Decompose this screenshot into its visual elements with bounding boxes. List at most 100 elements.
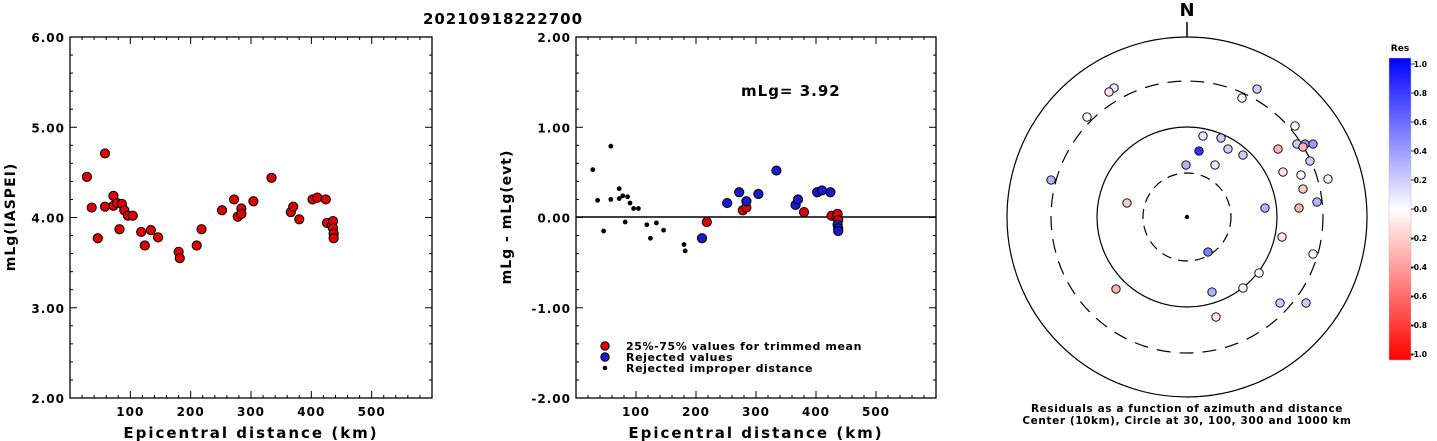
x-axis-label: Epicentral distance (km) — [123, 424, 378, 441]
colorbar-tick-label: 0.4 — [1414, 147, 1427, 156]
data-point — [654, 220, 659, 226]
data-point — [620, 193, 626, 199]
station-point — [1207, 287, 1217, 297]
y-axis-label: mLg(IASPEI) — [3, 163, 19, 272]
station-point — [1323, 174, 1333, 184]
station-point — [1181, 160, 1191, 170]
x-tick-label: 500 — [862, 405, 890, 419]
x-tick-label: 200 — [682, 405, 710, 419]
mlg-annotation: mLg= 3.92 — [741, 82, 841, 100]
data-point — [622, 219, 628, 225]
data-point — [236, 208, 247, 219]
x-tick-label: 300 — [742, 405, 770, 419]
y-tick-label: 2.00 — [537, 31, 571, 45]
station-point — [1308, 249, 1318, 259]
polar-caption-line2: Center (10km), Circle at 30, 100, 300 an… — [1022, 415, 1351, 427]
legend-label: Rejected improper distance — [626, 362, 813, 375]
figure-title: 20210918222700 — [423, 10, 583, 28]
data-point — [294, 214, 305, 225]
data-point — [595, 197, 600, 203]
x-tick-label: 300 — [237, 405, 265, 419]
y-axis-label: mLg - mLg(evt) — [499, 150, 515, 285]
station-point — [1216, 133, 1226, 143]
data-point — [288, 201, 299, 212]
north-label: N — [1179, 0, 1194, 21]
colorbar-tick-label: 1.0 — [1414, 60, 1427, 69]
colorbar-label: Res — [1391, 44, 1409, 54]
station-point — [1290, 121, 1300, 131]
legend-marker — [600, 352, 610, 362]
data-point — [792, 194, 804, 205]
station-point — [1238, 150, 1248, 160]
data-point — [753, 188, 764, 200]
residual-colorbar: Res 1.0 0.8 0.6 0.4 0.2 0.0 -0.2 -0.4 -0.6 -0.8 -1… — [1388, 44, 1427, 361]
data-point — [216, 205, 228, 216]
data-point — [266, 172, 277, 183]
colorbar-tick-label: 0.2 — [1414, 176, 1427, 185]
data-point — [833, 225, 844, 237]
data-point — [145, 225, 156, 236]
colorbar-tick-label: -0.6 — [1411, 292, 1427, 301]
data-point — [644, 222, 650, 228]
x-tick-label: 200 — [177, 405, 205, 419]
y-tick-label: 4.00 — [31, 212, 65, 226]
data-point — [312, 192, 323, 203]
y-tick-label: -1.00 — [531, 302, 571, 316]
y-tick-label: 6.00 — [31, 31, 65, 45]
y-tick-label: 1.00 — [537, 121, 571, 135]
station-point — [1046, 175, 1056, 185]
colorbar-tick-label: 0.6 — [1414, 118, 1427, 127]
x-tick-label: 400 — [802, 405, 830, 419]
data-point — [627, 200, 633, 206]
data-point — [248, 196, 259, 207]
center-dot — [1184, 214, 1190, 220]
x-tick-label: 100 — [116, 405, 144, 419]
colorbar-ticks: 1.0 0.8 0.6 0.4 0.2 0.0 -0.2 -0.4 -0.6 -0.8 -1.0 — [1411, 60, 1427, 359]
data-point — [681, 242, 687, 247]
x-tick-label: 100 — [622, 405, 650, 419]
station-point — [1203, 247, 1213, 257]
data-point — [616, 196, 622, 201]
data-point — [136, 226, 147, 238]
legend-label: 25%-75% values for trimmed mean — [626, 340, 862, 353]
data-point — [152, 232, 164, 243]
data-point — [798, 206, 810, 218]
station-point — [1298, 184, 1308, 194]
station-point — [1298, 142, 1308, 152]
data-point — [92, 233, 103, 244]
data-point — [328, 233, 339, 244]
y-tick-label: 2.00 — [31, 392, 65, 406]
station-points — [1046, 83, 1333, 322]
data-point — [608, 197, 614, 202]
data-point — [196, 224, 207, 235]
station-point — [1305, 156, 1315, 166]
station-point — [1237, 93, 1247, 103]
colorbar-gradient — [1388, 57, 1412, 361]
data-point — [636, 206, 641, 211]
station-point — [1254, 268, 1264, 278]
circle-30km — [1142, 172, 1232, 262]
legend-marker — [602, 365, 608, 371]
data-points — [590, 143, 844, 254]
data-point — [734, 187, 745, 198]
data-point — [590, 167, 596, 173]
axis-ticks: 100 200 300 400 500 2.00 3.00 4.00 5.00 6.00 — [31, 31, 432, 419]
data-point — [229, 194, 240, 205]
colorbar-tick-label: -1.0 — [1411, 350, 1427, 359]
data-points — [81, 148, 339, 264]
station-point — [1260, 203, 1270, 213]
station-point — [1104, 87, 1114, 97]
data-point — [625, 194, 630, 200]
station-point — [1312, 197, 1322, 207]
data-point — [127, 210, 138, 221]
x-axis-label: Epicentral distance (km) — [628, 424, 883, 441]
data-point — [631, 206, 636, 211]
residual-vs-distance-panel: 100 200 300 400 500 -2.00 -1.00 0.00 1.00 2.00 mL… — [499, 31, 937, 441]
station-point — [1238, 283, 1248, 293]
station-point — [1111, 284, 1121, 294]
data-point — [86, 202, 97, 213]
data-point — [616, 186, 622, 192]
station-point — [1301, 298, 1311, 308]
data-point — [139, 240, 150, 251]
